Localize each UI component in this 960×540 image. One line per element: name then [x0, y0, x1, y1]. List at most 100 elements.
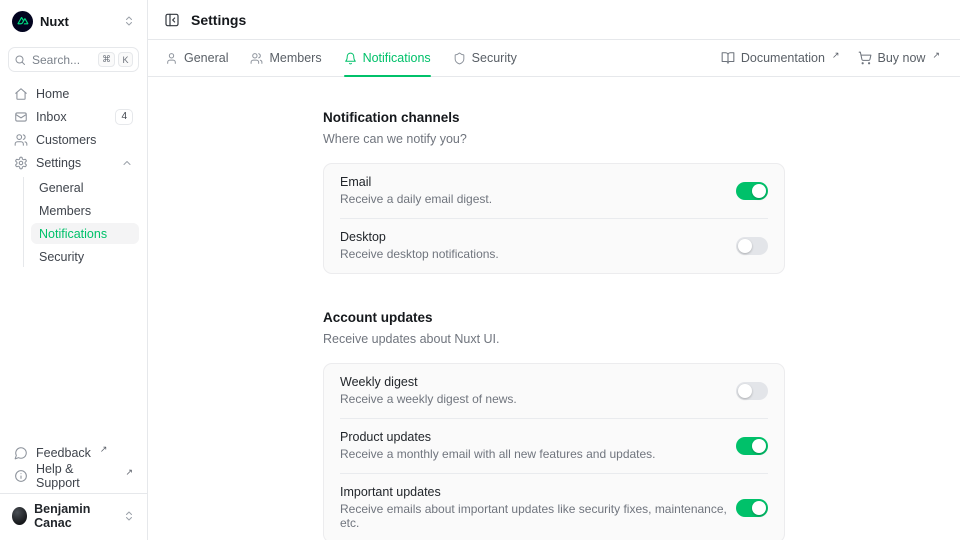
user-name: Benjamin Canac [34, 502, 91, 530]
tab-label: Members [269, 51, 322, 65]
product-updates-toggle[interactable] [736, 436, 768, 455]
setting-description: Receive a weekly digest of news. [340, 392, 517, 406]
sidebar-item-label: Members [39, 203, 92, 218]
setting-description: Receive a monthly email with all new fea… [340, 447, 656, 461]
link-label: Documentation [740, 51, 825, 65]
setting-description: Receive emails about important updates l… [340, 502, 727, 530]
tab-general[interactable]: General [165, 40, 228, 76]
sidebar-spacer [8, 267, 139, 442]
sidebar-item-label: Home [36, 86, 70, 101]
sidebar-item-label: Customers [36, 132, 97, 147]
divider [340, 218, 768, 219]
users-icon [14, 133, 28, 146]
search-input[interactable]: Search... ⌘ K [8, 47, 139, 72]
search-icon [15, 55, 25, 65]
setting-label: Product updates [340, 430, 432, 444]
email-toggle[interactable] [736, 181, 768, 200]
divider [340, 418, 768, 419]
workspace-switcher[interactable]: Nuxt [8, 0, 139, 40]
buy-now-link[interactable]: Buy now ↗ [858, 49, 940, 65]
settings-subnav: General Members Notifications Security [23, 177, 139, 267]
desktop-toggle[interactable] [736, 236, 768, 255]
external-link-icon: ↗ [99, 444, 108, 454]
tab-security[interactable]: Security [453, 40, 517, 76]
setting-text: Product updates Receive a monthly email … [340, 430, 656, 461]
sidebar-item-customers[interactable]: Customers [8, 129, 139, 150]
help-support-link[interactable]: Help & Support ↗ [8, 462, 139, 490]
footer-item-label: Feedback [36, 445, 91, 460]
setting-text: Important updates Receive emails about i… [340, 485, 736, 530]
tab-label: General [184, 51, 229, 65]
sidebar-item-general[interactable]: General [31, 177, 139, 198]
shopping-cart-icon [858, 51, 871, 65]
settings-tabbar: General Members Notifications Security D… [148, 40, 960, 77]
sidebar-item-members[interactable]: Members [31, 200, 139, 221]
section-title: Account updates [323, 310, 433, 325]
kbd-cmd: ⌘ [98, 52, 115, 67]
link-label: Buy now [877, 51, 926, 65]
documentation-link[interactable]: Documentation ↗ [721, 50, 840, 65]
setting-label: Important updates [340, 485, 441, 499]
setting-label: Email [340, 175, 372, 189]
chat-bubble-icon [14, 446, 27, 459]
settings-card: Weekly digest Receive a weekly digest of… [323, 363, 785, 540]
users-icon [251, 52, 263, 64]
inbox-icon [15, 111, 27, 122]
inbox-count-badge: 4 [115, 108, 133, 125]
setting-description: Receive a daily email digest. [340, 192, 493, 206]
sidebar-item-home[interactable]: Home [8, 83, 139, 104]
external-link-icon: ↗ [125, 467, 133, 477]
section-title: Notification channels [323, 110, 460, 125]
setting-row-product-updates: Product updates Receive a monthly email … [324, 419, 784, 473]
weekly-digest-toggle[interactable] [736, 381, 768, 400]
sidebar-nav: Home Inbox 4 Customers Settings General [8, 83, 139, 267]
setting-row-weekly-digest: Weekly digest Receive a weekly digest of… [324, 364, 784, 418]
sidebar-item-notifications[interactable]: Notifications [31, 223, 139, 244]
setting-description: Receive desktop notifications. [340, 247, 499, 261]
settings-card: Email Receive a daily email digest. Desk… [323, 163, 785, 274]
setting-label: Weekly digest [340, 375, 418, 389]
sidebar-item-settings[interactable]: Settings [8, 152, 139, 173]
collapse-sidebar-button[interactable] [164, 12, 180, 28]
sidebar-item-label: Inbox [36, 109, 67, 124]
section-description: Receive updates about Nuxt UI. [323, 332, 500, 346]
user-selector-icon [126, 511, 132, 521]
shield-icon [454, 52, 464, 64]
tab-label: Notifications [362, 51, 431, 65]
book-open-icon [721, 52, 735, 64]
toggle-knob [738, 238, 752, 253]
sidebar-item-label: Notifications [39, 226, 108, 241]
sidebar: Nuxt Search... ⌘ K Home Inbox 4 [0, 0, 148, 540]
sidebar-item-inbox[interactable]: Inbox 4 [8, 106, 139, 127]
tab-label: Security [471, 51, 517, 65]
toggle-knob [752, 438, 766, 453]
tab-members[interactable]: Members [250, 40, 322, 76]
setting-row-desktop: Desktop Receive desktop notifications. [324, 219, 784, 273]
page-header: Settings [148, 0, 960, 40]
nuxt-logo-icon [12, 10, 33, 32]
workspace-name: Nuxt [40, 13, 69, 29]
tab-notifications[interactable]: Notifications [343, 40, 431, 77]
sidebar-item-label: Security [39, 249, 85, 264]
section-account-updates: Account updates Receive updates about Nu… [323, 310, 785, 540]
section-notification-channels: Notification channels Where can we notif… [323, 110, 785, 274]
info-circle-icon [15, 469, 27, 482]
user-icon [167, 52, 176, 64]
avatar [12, 507, 28, 525]
toggle-knob [738, 383, 752, 398]
divider [340, 473, 768, 474]
chevron-up-icon [123, 160, 131, 165]
footer-item-label: Help & Support [36, 461, 80, 490]
important-updates-toggle[interactable] [736, 498, 768, 517]
home-icon [15, 87, 27, 100]
sidebar-item-security[interactable]: Security [31, 246, 139, 267]
page-title: Settings [191, 11, 247, 28]
external-link-icon: ↗ [932, 49, 940, 60]
feedback-link[interactable]: Feedback ↗ [8, 442, 139, 463]
search-shortcut: ⌘ K [98, 52, 133, 67]
user-menu[interactable]: Benjamin Canac [0, 493, 147, 540]
kbd-k: K [118, 52, 133, 67]
header-links: Documentation ↗ Buy now ↗ [721, 40, 940, 76]
workspace-selector-icon[interactable] [123, 15, 135, 27]
